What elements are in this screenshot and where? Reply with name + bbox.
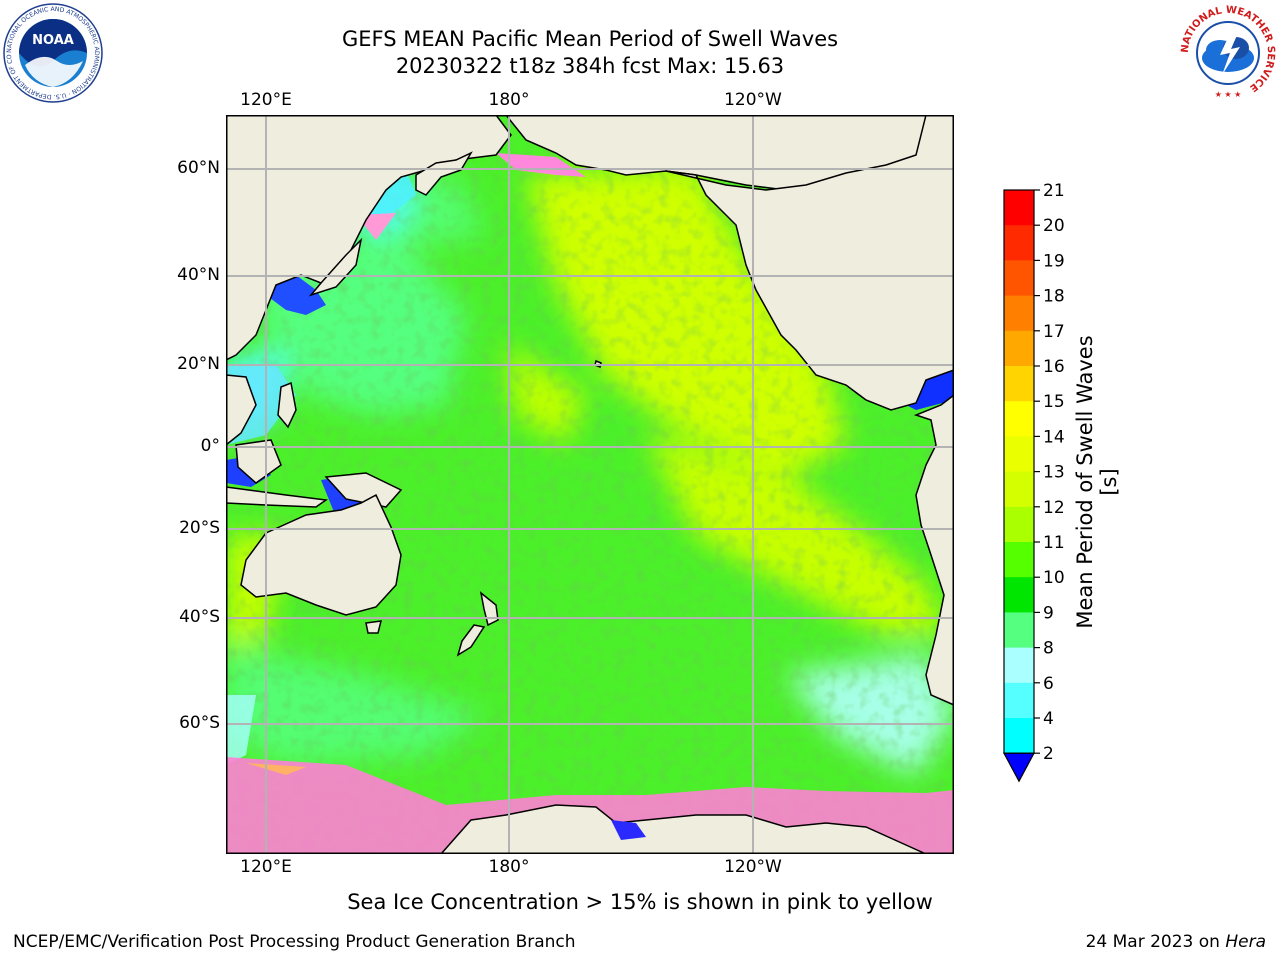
land-new-guinea bbox=[324, 472, 403, 508]
colorbar-band bbox=[1004, 612, 1034, 649]
land-australia bbox=[240, 493, 402, 616]
colorbar-tick-label: 12 bbox=[1043, 498, 1065, 518]
map-title: GEFS MEAN Pacific Mean Period of Swell W… bbox=[341, 27, 839, 51]
sea-ice-caption: Sea Ice Concentration > 15% is shown in … bbox=[0, 890, 1280, 914]
colorbar-band bbox=[1004, 330, 1034, 367]
lat-label-equator: 0° bbox=[200, 436, 220, 456]
colorbar-tick-label: 16 bbox=[1043, 357, 1065, 377]
land-indonesia bbox=[226, 486, 329, 508]
colorbar-tick-label: 4 bbox=[1043, 709, 1054, 729]
colorbar-tick-label: 21 bbox=[1043, 181, 1065, 201]
colorbar-extend-triangle bbox=[1002, 752, 1036, 783]
colorbar-tick-label: 6 bbox=[1043, 674, 1054, 694]
land-antarctica bbox=[439, 804, 927, 854]
lat-label-40s: 40°S bbox=[179, 607, 220, 627]
svg-text:★ ★ ★: ★ ★ ★ bbox=[1215, 90, 1242, 99]
map-subtitle: 20230322 t18z 384h fcst Max: 15.63 bbox=[395, 54, 785, 78]
colorbar-band bbox=[1004, 366, 1034, 402]
colorbar-band bbox=[1004, 682, 1034, 719]
lon-label-top-120w: 120°W bbox=[724, 90, 782, 110]
colorbar-tick-label: 9 bbox=[1043, 603, 1054, 623]
colorbar-band bbox=[1004, 436, 1034, 473]
footer-date-text: 24 Mar 2023 on bbox=[1085, 932, 1226, 952]
land-indochina bbox=[226, 374, 257, 446]
land-north-america bbox=[665, 115, 954, 411]
lat-label-20n: 20°N bbox=[177, 354, 220, 374]
colorbar-tick-label: 14 bbox=[1043, 427, 1065, 447]
colorbar-tick-label: 11 bbox=[1043, 533, 1065, 553]
colorbar-band bbox=[1004, 225, 1034, 261]
footer-host: Hera bbox=[1225, 932, 1266, 952]
land-masses bbox=[226, 115, 954, 854]
noaa-logo-text: NOAA bbox=[32, 33, 74, 48]
colorbar-tick-label: 8 bbox=[1043, 639, 1054, 659]
colorbar-band bbox=[1004, 647, 1034, 684]
colorbar-band bbox=[1004, 542, 1034, 578]
lat-label-20s: 20°S bbox=[179, 518, 220, 538]
footer-organization: NCEP/EMC/Verification Post Processing Pr… bbox=[13, 932, 576, 952]
lon-label-top-120e: 120°E bbox=[240, 90, 292, 110]
colorbar: 21 20 19 18 17 16 15 14 13 12 11 10 9 8 6 4 2 bbox=[1002, 181, 1065, 783]
colorbar-band bbox=[1004, 471, 1034, 508]
land-nz-south bbox=[456, 624, 486, 657]
lat-label-60s: 60°S bbox=[179, 713, 220, 733]
land-philippines bbox=[277, 381, 297, 429]
colorbar-tick-label: 15 bbox=[1043, 392, 1065, 412]
colorbar-tick-label: 19 bbox=[1043, 251, 1065, 271]
colorbar-tick-label: 2 bbox=[1043, 744, 1054, 764]
sea-ice-caption-text: Sea Ice Concentration > 15% is shown in … bbox=[347, 890, 933, 914]
swell-period-map bbox=[226, 115, 954, 854]
colorbar-label: Mean Period of Swell Waves [s] bbox=[1073, 335, 1121, 629]
graticule bbox=[226, 115, 954, 854]
colorbar-tick-label: 17 bbox=[1043, 322, 1065, 342]
lon-label-bottom-120e: 120°E bbox=[240, 857, 292, 877]
colorbar-tick-label: 10 bbox=[1043, 568, 1065, 588]
colorbar-band bbox=[1004, 401, 1034, 437]
lon-label-bottom-180: 180° bbox=[488, 857, 530, 877]
colorbar-band bbox=[1004, 718, 1034, 754]
nws-logo: NATIONAL WEATHER SERVICE ★ ★ ★ bbox=[1180, 5, 1276, 101]
land-south-america bbox=[913, 394, 954, 706]
colorbar-tick-label: 18 bbox=[1043, 287, 1065, 307]
lon-label-bottom-120w: 120°W bbox=[724, 857, 782, 877]
colorbar-tick-label: 13 bbox=[1043, 463, 1065, 483]
lon-label-top-180: 180° bbox=[488, 90, 530, 110]
colorbar-band bbox=[1004, 506, 1034, 543]
colorbar-tick-label: 20 bbox=[1043, 216, 1065, 236]
land-japan bbox=[308, 237, 363, 297]
colorbar-band bbox=[1004, 190, 1034, 226]
lat-label-60n: 60°N bbox=[177, 158, 220, 178]
noaa-logo: NATIONAL OCEANIC AND ATMOSPHERIC ADMINIS… bbox=[3, 3, 103, 103]
colorbar-band bbox=[1004, 295, 1034, 332]
colorbar-band bbox=[1004, 260, 1034, 297]
footer-date: 24 Mar 2023 on Hera bbox=[1086, 932, 1266, 952]
land-tasmania bbox=[365, 620, 382, 634]
colorbar-band bbox=[1004, 577, 1034, 613]
lat-label-40n: 40°N bbox=[177, 265, 220, 285]
